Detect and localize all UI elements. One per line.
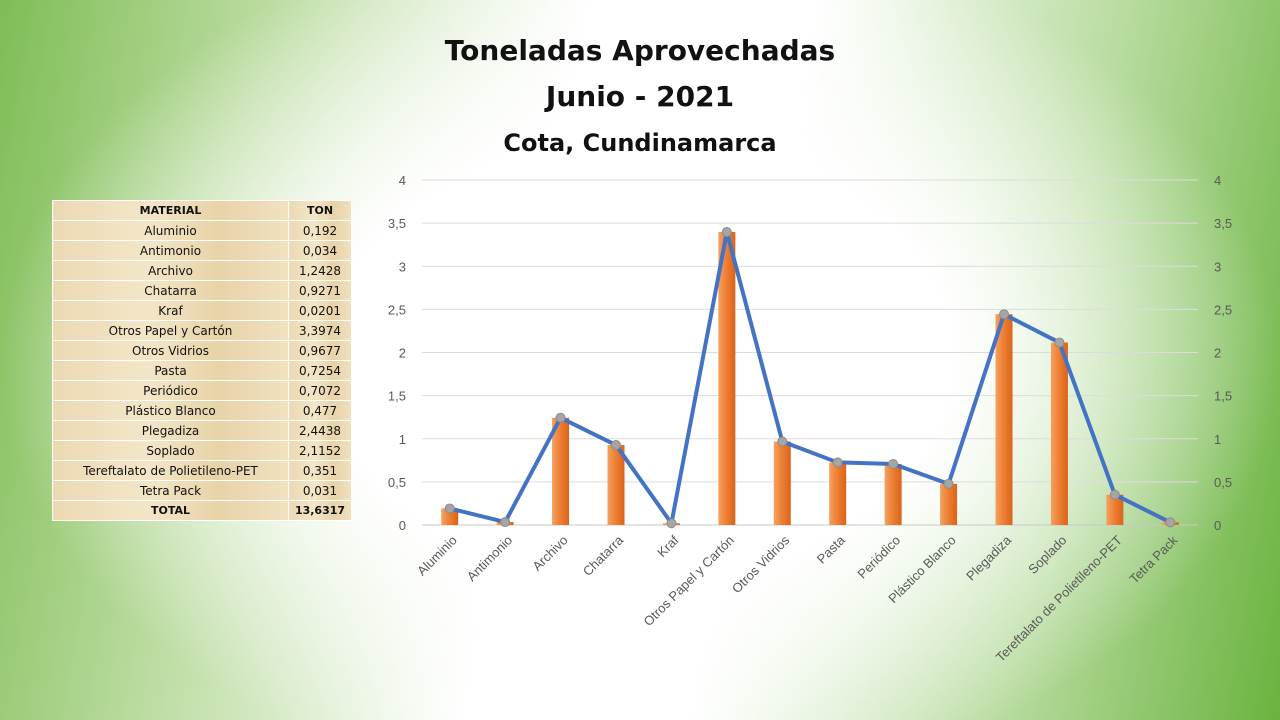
ton-cell: 0,7072 (288, 380, 352, 401)
y-tick-label-right: 1 (1214, 432, 1221, 447)
ton-cell: 0,9271 (288, 280, 352, 301)
x-tick-label: Pasta (814, 532, 849, 567)
line-point (999, 309, 1009, 320)
ton-cell: 2,4438 (288, 420, 352, 441)
x-tick-label: Otros Vidrios (729, 532, 793, 596)
x-tick-label: Chatarra (580, 532, 627, 579)
column-header-ton: TON (288, 200, 352, 221)
line-point (777, 436, 788, 447)
bar (718, 231, 736, 525)
ton-cell: 0,034 (288, 240, 352, 261)
table-body: Aluminio 0,192 Antimonio 0,034 Archivo 1,2428… (52, 220, 352, 521)
ton-cell: 0,351 (288, 460, 352, 481)
chart-title: Toneladas Aprovechadas (444, 34, 836, 67)
x-tick-label: Otros Papel y Cartón (641, 533, 737, 629)
total-label: TOTAL (52, 500, 289, 521)
line-point (1165, 517, 1176, 528)
table-header-row: MATERIAL TON (52, 200, 352, 221)
material-cell: Antimonio (52, 240, 289, 261)
line-point (666, 518, 677, 529)
chart-subtitle: Junio - 2021 (545, 80, 735, 113)
y-tick-label-right: 3 (1214, 259, 1221, 274)
material-cell: Otros Vidrios (52, 340, 289, 361)
y-tick-label-left: 3,5 (388, 216, 406, 231)
y-tick-label-left: 0 (399, 518, 406, 533)
y-tick-label-right: 1,5 (1214, 389, 1232, 404)
material-cell: Tetra Pack (52, 480, 289, 501)
x-tick-label: Plegadiza (963, 532, 1015, 584)
y-tick-label-right: 3,5 (1214, 216, 1232, 231)
table-row: Plástico Blanco 0,477 (52, 400, 352, 421)
material-cell: Soplado (52, 440, 289, 461)
y-tick-label-left: 0,5 (388, 475, 406, 490)
y-tick-label-left: 2,5 (388, 302, 406, 317)
line-point (1054, 337, 1065, 348)
table-total-row: TOTAL 13,6317 (52, 500, 352, 521)
y-tick-label-right: 4 (1214, 173, 1221, 188)
table-row: Antimonio 0,034 (52, 240, 352, 261)
table-row: Tetra Pack 0,031 (52, 480, 352, 501)
table-row: Plegadiza 2,4438 (52, 420, 352, 441)
line-point (943, 478, 954, 489)
x-tick-label: Kraf (654, 532, 682, 560)
bar (1050, 342, 1068, 525)
line-point (500, 517, 511, 528)
line-point (1109, 489, 1120, 500)
x-tick-label: Aluminio (414, 533, 460, 579)
bar (607, 445, 625, 525)
material-cell: Pasta (52, 360, 289, 381)
materials-table: MATERIAL TON Aluminio 0,192 Antimonio 0,034… (52, 200, 352, 521)
material-cell: Plegadiza (52, 420, 289, 441)
table-row: Chatarra 0,9271 (52, 280, 352, 301)
material-cell: Tereftalato de Polietileno-PET (52, 460, 289, 481)
y-tick-label-right: 2 (1214, 346, 1221, 361)
ton-cell: 1,2428 (288, 260, 352, 281)
y-tick-label-left: 2 (399, 346, 406, 361)
line-point (555, 412, 566, 423)
bar (441, 508, 459, 525)
material-cell: Periódico (52, 380, 289, 401)
line-point (721, 226, 732, 237)
line-point (444, 503, 455, 514)
bar (829, 462, 847, 525)
ton-cell: 0,9677 (288, 340, 352, 361)
x-tick-label: Archivo (529, 533, 570, 574)
table-row: Kraf 0,0201 (52, 300, 352, 321)
ton-cell: 3,3974 (288, 320, 352, 341)
bar (1106, 494, 1124, 525)
bar (884, 464, 902, 525)
ton-cell: 0,477 (288, 400, 352, 421)
line-point (611, 440, 621, 451)
bar (995, 314, 1013, 525)
y-tick-label-right: 0 (1214, 518, 1221, 533)
y-tick-label-left: 4 (399, 173, 406, 188)
line-point (888, 459, 899, 470)
x-tick-label: Antimonio (464, 533, 515, 584)
y-tick-label-left: 3 (399, 259, 406, 274)
y-tick-label-left: 1,5 (388, 389, 406, 404)
total-value: 13,6317 (288, 500, 352, 521)
table-row: Periódico 0,7072 (52, 380, 352, 401)
table-row: Soplado 2,1152 (52, 440, 352, 461)
bar (940, 483, 958, 525)
y-tick-label-left: 1 (399, 432, 406, 447)
bar (773, 441, 791, 525)
x-tick-label: Periódico (854, 533, 903, 582)
series-line (447, 229, 1173, 526)
table-row: Otros Vidrios 0,9677 (52, 340, 352, 361)
ton-cell: 0,0201 (288, 300, 352, 321)
y-tick-label-right: 2,5 (1214, 302, 1232, 317)
table-row: Tereftalato de Polietileno-PET 0,351 (52, 460, 352, 481)
chart-location: Cota, Cundinamarca (503, 129, 777, 157)
x-tick-label: Soplado (1025, 533, 1069, 577)
bar (552, 417, 570, 525)
x-tick-label: Tetra Pack (1126, 532, 1180, 586)
material-cell: Chatarra (52, 280, 289, 301)
line-point (832, 457, 843, 468)
y-tick-label-right: 0,5 (1214, 475, 1232, 490)
ton-cell: 2,1152 (288, 440, 352, 461)
